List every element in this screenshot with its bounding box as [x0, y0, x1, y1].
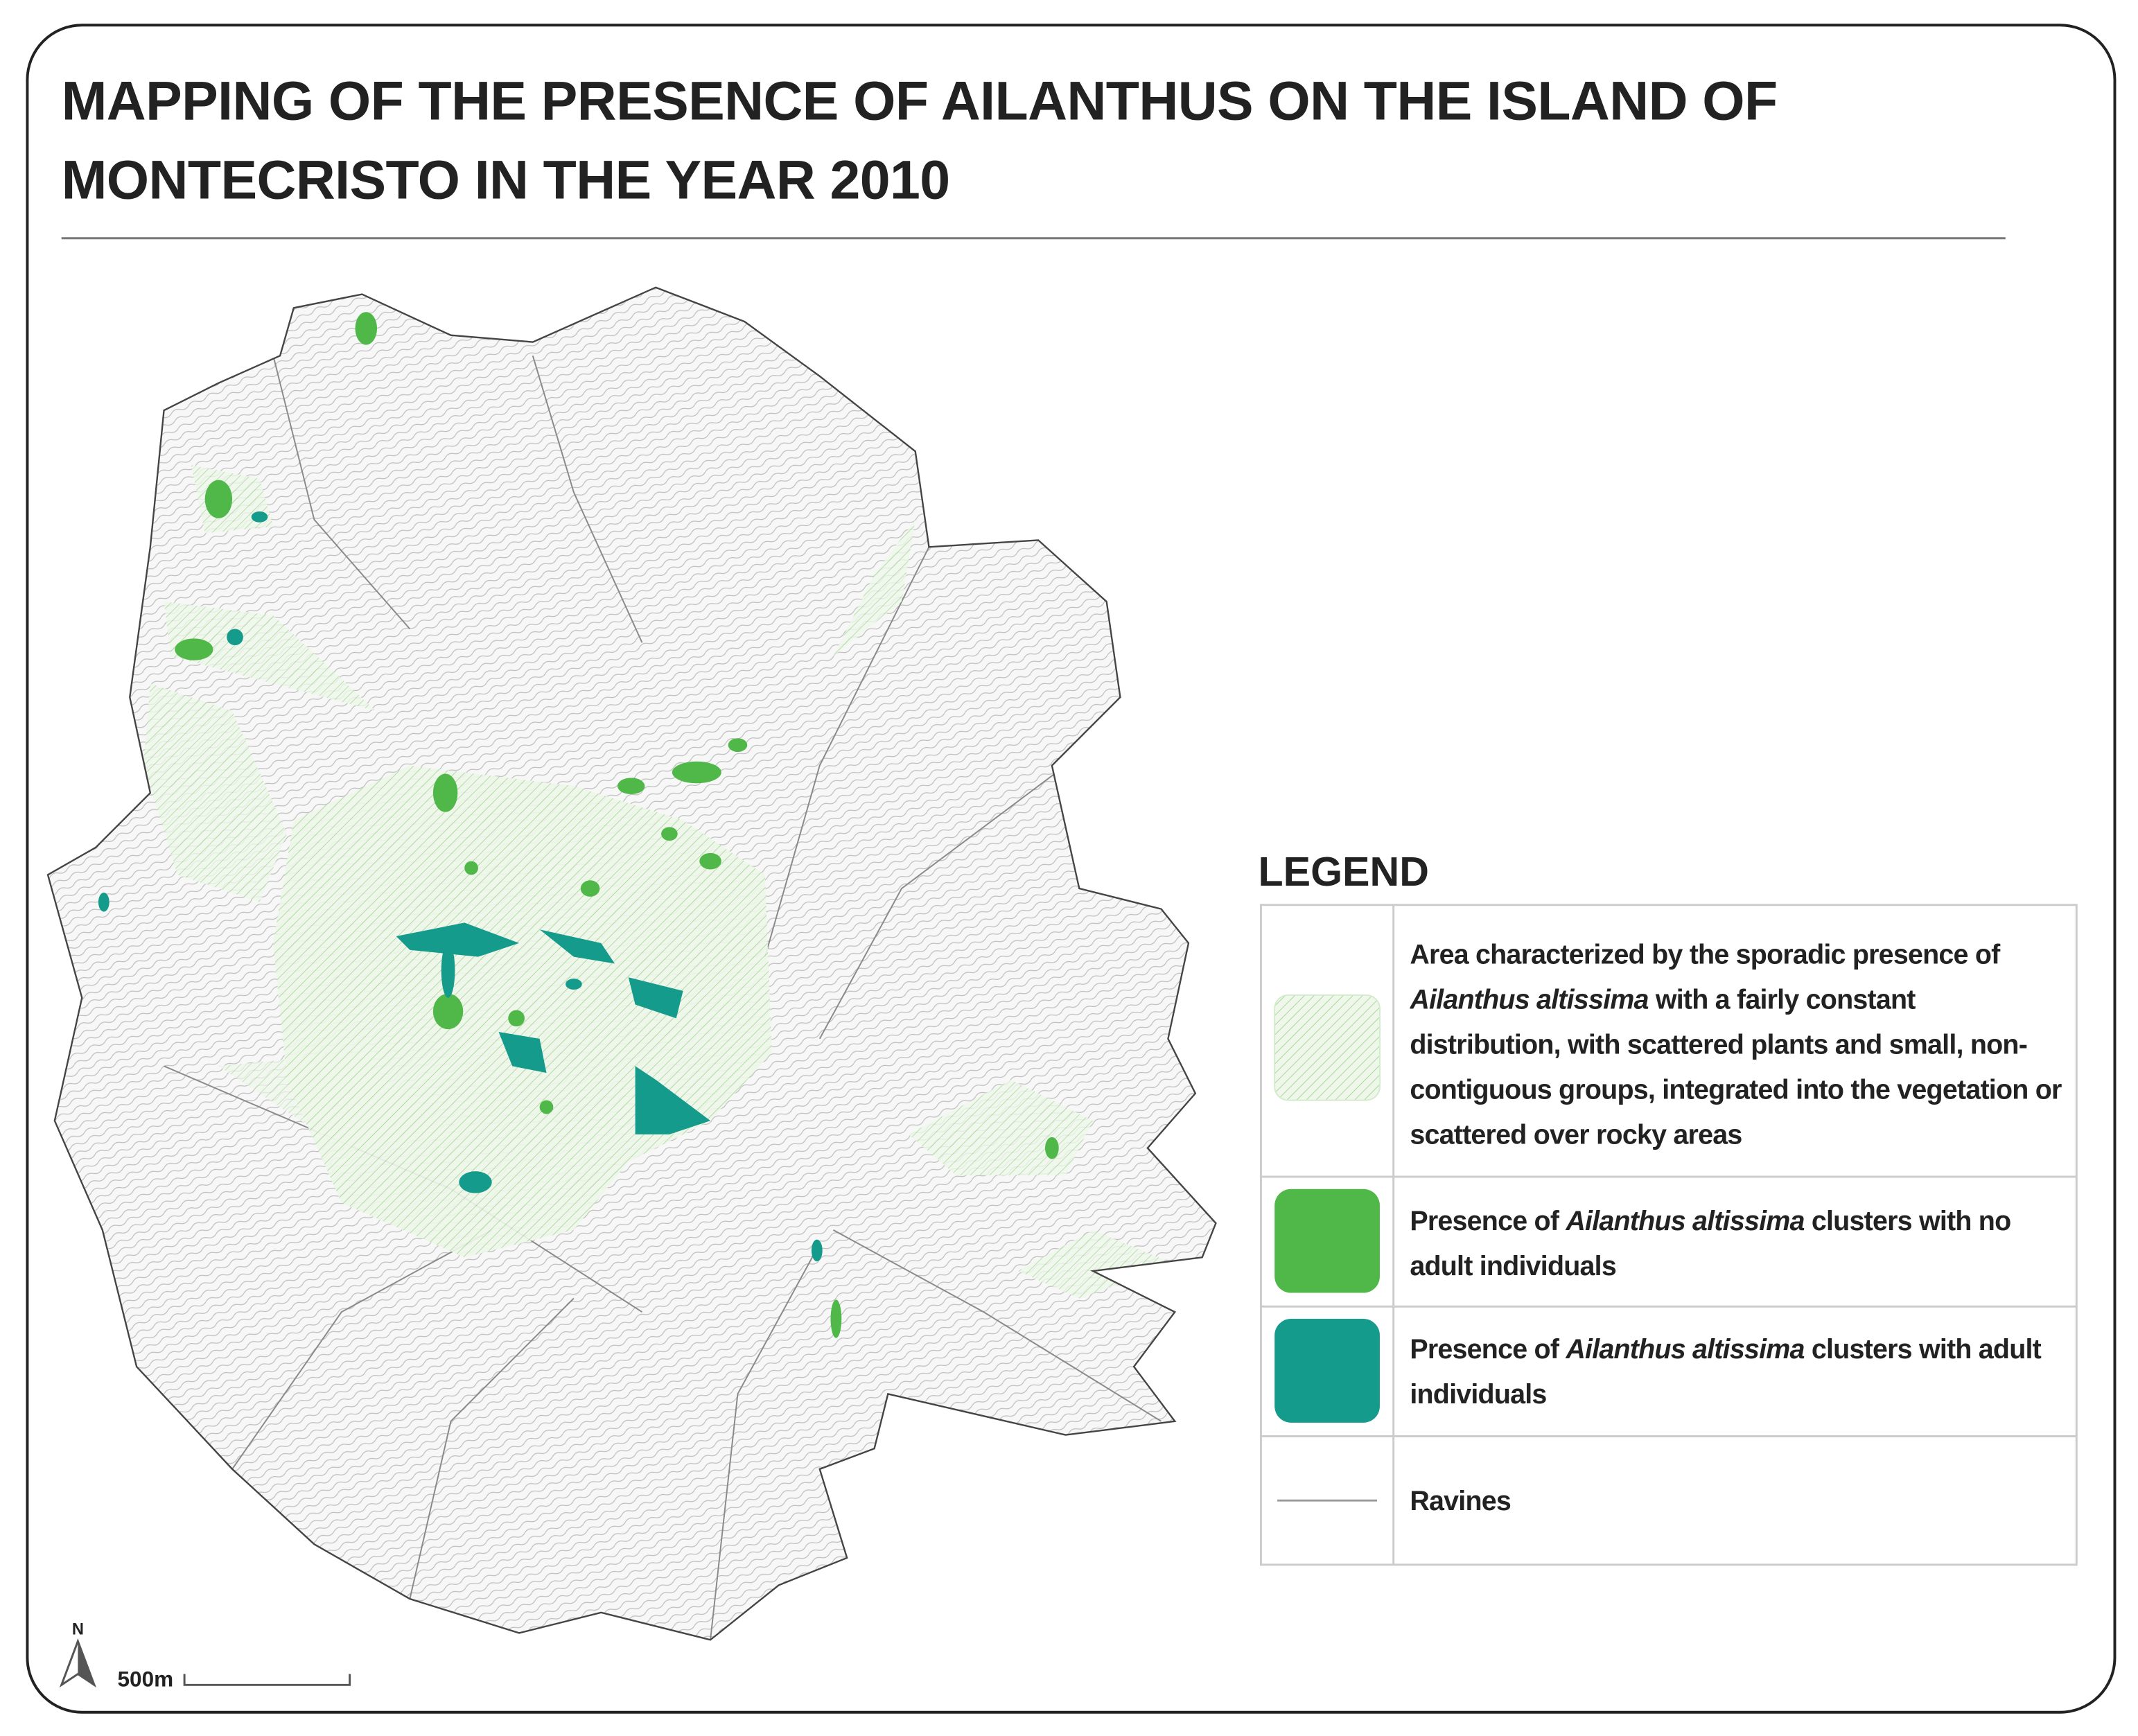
legend-text: Presence of: [1410, 1335, 1566, 1366]
legend-text: Presence of: [1410, 1207, 1566, 1237]
scale-bar: [183, 1674, 351, 1686]
coastline: [46, 286, 1217, 1641]
title-box: MAPPING OF THE PRESENCE OF AILANTHUS ON …: [61, 71, 1778, 211]
legend-text: Ravines: [1410, 1487, 1512, 1517]
north-arrow: N: [59, 1620, 97, 1688]
sporadic-area: [143, 683, 287, 902]
legend-text-box: Presence of Ailanthus altissima clusters…: [1410, 1200, 2065, 1290]
legend-label: Ravines: [1410, 1480, 2065, 1525]
sporadic-area: [1017, 1229, 1175, 1299]
green-clusters: [175, 312, 1059, 1338]
legend-text: with a fairly constant distribution, wit…: [1410, 985, 2062, 1151]
legend: Area characterized by the sporadic prese…: [1259, 904, 2078, 1566]
north-label: N: [72, 1620, 84, 1638]
north-arrow-half: [78, 1641, 95, 1685]
legend-text: Ailanthus altissima: [1566, 1207, 1805, 1237]
legend-swatch: [1274, 994, 1381, 1101]
legend-text: clusters with no adult individuals: [1410, 1207, 2011, 1282]
legend-label: Area characterized by the sporadic prese…: [1410, 933, 2065, 1159]
legend-text-box: Area characterized by the sporadic prese…: [1410, 933, 2065, 1159]
teal-clusters: [98, 511, 823, 1262]
legend-text: clusters with adult individuals: [1410, 1335, 2042, 1411]
sporadic-area: [218, 1052, 451, 1148]
scale-label: 500m: [118, 1666, 174, 1691]
legend-label: Presence of Ailanthus altissima clusters…: [1410, 1329, 2065, 1419]
legend-border: [1259, 904, 2078, 1566]
legend-text-box: Ravines: [1410, 1480, 2065, 1525]
island: [46, 286, 1217, 1641]
title: MAPPING OF THE PRESENCE OF AILANTHUS ON …: [61, 71, 1778, 211]
legend-text-box: Presence of Ailanthus altissima clusters…: [1410, 1329, 2065, 1419]
legend-text: Ailanthus altissima: [1566, 1335, 1805, 1366]
sporadic-area: [164, 602, 376, 711]
legend-swatch: [1274, 1319, 1380, 1423]
legend-title: LEGEND: [1259, 848, 1429, 895]
legend-text: Ailanthus altissima: [1410, 985, 1649, 1016]
sporadic-area: [833, 519, 915, 656]
legend-text: Area characterized by the sporadic prese…: [1410, 940, 2000, 971]
legend-label: Presence of Ailanthus altissima clusters…: [1410, 1200, 2065, 1290]
legend-swatch: [1274, 1189, 1380, 1293]
